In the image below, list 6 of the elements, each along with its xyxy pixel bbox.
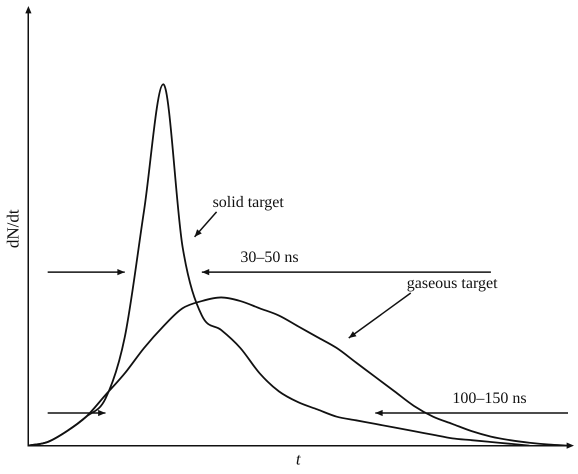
annotation: 30–50 ns	[240, 249, 299, 266]
annotation: 100–150 ns	[452, 390, 527, 408]
text: gaseous target	[406, 275, 498, 292]
x-axis-title: t	[296, 449, 302, 468]
text: solid target	[212, 194, 284, 211]
y-axis-title: dN/dt	[4, 209, 23, 248]
